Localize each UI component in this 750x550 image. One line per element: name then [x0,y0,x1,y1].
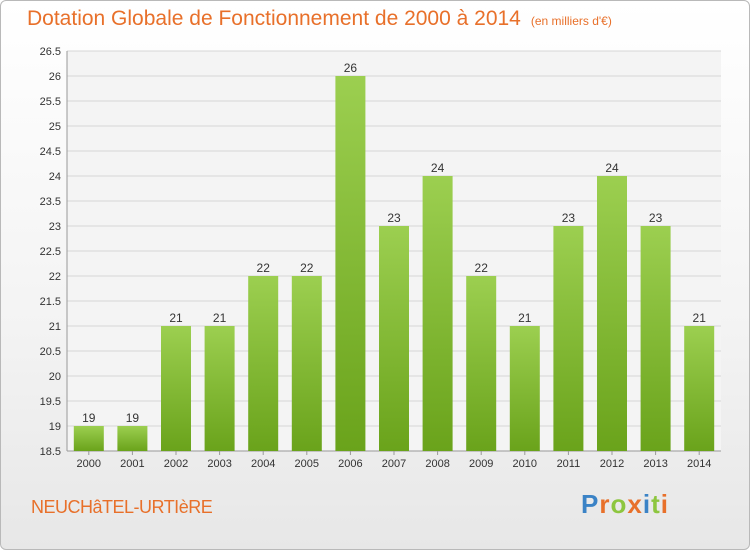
x-tick-label: 2004 [251,458,275,470]
x-tick-label: 2014 [687,458,711,470]
y-tick-label: 20 [49,371,61,383]
bar [117,426,148,451]
bar [597,176,627,451]
logo-letter: o [610,489,628,519]
y-tick-label: 20.5 [40,346,61,358]
bar-value-label: 22 [300,261,314,275]
x-tick-label: 2001 [120,458,144,470]
bar-value-label: 26 [344,61,358,75]
x-tick-label: 2006 [338,458,362,470]
bar [640,226,671,451]
bar-value-label: 21 [518,311,532,325]
y-tick-label: 21 [49,321,61,333]
logo-letter: x [627,489,643,519]
y-tick-label: 22 [49,271,61,283]
chart-title-text: Dotation Globale de Fonctionnement de 20… [27,7,521,30]
logo-letter: P [581,489,600,519]
logo-letter: t [651,489,661,519]
bar [161,326,191,451]
y-tick-label: 19.5 [40,396,61,408]
bar [684,326,715,451]
bar [291,276,322,451]
chart-title: Dotation Globale de Fonctionnement de 20… [27,7,612,31]
chart-subtitle: (en milliers d'€) [530,14,612,28]
logo-letter: i [642,489,652,519]
y-tick-label: 23.5 [40,196,61,208]
y-tick-label: 25 [49,121,61,133]
x-tick-label: 2009 [469,458,493,470]
x-tick-label: 2000 [77,458,101,470]
x-tick-label: 2003 [207,458,231,470]
bar-value-label: 19 [82,411,96,425]
bar-value-label: 22 [475,261,489,275]
x-tick-label: 2010 [513,458,537,470]
y-tick-label: 26.5 [40,46,61,58]
bar-value-label: 21 [169,311,183,325]
bar [466,276,497,451]
bar [553,226,584,451]
y-tick-label: 21.5 [40,296,61,308]
y-tick-label: 22.5 [40,246,61,258]
bar [73,426,104,451]
proxiti-logo: Proxiti [581,489,669,520]
y-tick-label: 25.5 [40,96,61,108]
x-tick-label: 2011 [557,458,581,470]
logo-letter: r [599,489,611,519]
x-tick-label: 2008 [425,458,449,470]
logo-letter: i [660,489,669,519]
bar-value-label: 23 [649,211,663,225]
bar-value-label: 23 [387,211,401,225]
bar-value-label: 23 [562,211,576,225]
commune-name: NEUCHâTEL-URTIèRE [31,497,213,517]
bar-value-label: 19 [126,411,140,425]
y-tick-label: 24 [49,171,61,183]
bar-value-label: 24 [605,161,619,175]
y-tick-label: 24.5 [40,146,61,158]
bar [509,326,540,451]
bar [379,226,409,451]
y-tick-label: 19 [49,421,61,433]
x-tick-label: 2013 [643,458,667,470]
bar-value-label: 21 [213,311,227,325]
bar-value-label: 21 [693,311,707,325]
y-tick-label: 26 [49,71,61,83]
x-tick-label: 2007 [382,458,406,470]
x-tick-label: 2002 [164,458,188,470]
bar-value-label: 24 [431,161,445,175]
bar [422,176,453,451]
bar [248,276,279,451]
bar-value-label: 22 [257,261,271,275]
bar [204,326,235,451]
bar [335,76,366,451]
y-tick-label: 23 [49,221,61,233]
y-tick-label: 18.5 [40,446,61,458]
x-tick-label: 2012 [600,458,624,470]
x-tick-label: 2005 [295,458,319,470]
